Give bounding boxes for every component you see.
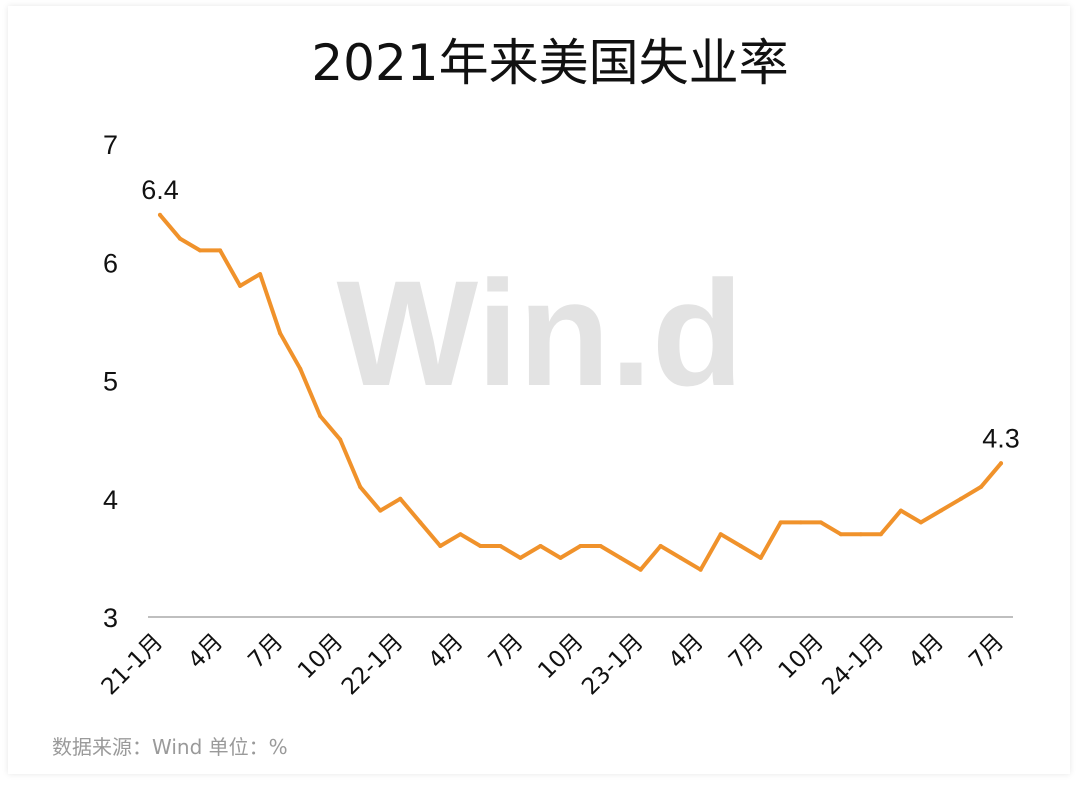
data-point (918, 520, 923, 525)
data-point (238, 283, 243, 288)
data-point (538, 544, 543, 548)
x-tick-label: 24-1月 (818, 629, 890, 701)
x-tick-label: 7月 (484, 629, 529, 674)
data-point (838, 532, 843, 537)
x-tick-label: 10月 (774, 629, 829, 684)
source-note: 数据来源：Wind 单位：% (52, 735, 288, 759)
x-tick-label: 22-1月 (337, 629, 409, 701)
data-point (878, 532, 883, 537)
data-point (959, 496, 963, 501)
y-tick-label: 7 (103, 130, 118, 160)
series-group (158, 212, 1003, 572)
y-tick-label: 6 (103, 248, 118, 278)
data-point (638, 567, 643, 572)
chart-title: 2021年来美国失业率 (311, 34, 788, 92)
data-point (598, 544, 603, 548)
data-point (358, 484, 363, 489)
data-point (898, 508, 903, 513)
data-point (718, 532, 723, 537)
data-label: 4.3 (982, 423, 1020, 453)
chart-card (8, 6, 1070, 774)
y-tick-label: 4 (103, 485, 118, 515)
x-tick-label: 4月 (183, 629, 228, 674)
x-tick-label: 7月 (243, 629, 288, 674)
data-point (298, 366, 303, 371)
data-point (618, 555, 623, 560)
data-labels: 6.4 4.3 (141, 175, 1020, 453)
data-point (318, 414, 323, 418)
data-label: 6.4 (141, 175, 179, 205)
data-point (378, 508, 383, 513)
data-point (558, 555, 563, 560)
data-point (198, 248, 202, 253)
data-point (458, 532, 463, 537)
x-tick-label: 7月 (964, 629, 1009, 674)
data-point (498, 544, 503, 548)
data-point (798, 520, 803, 525)
y-tick-label: 3 (103, 603, 118, 633)
x-tick-label: 4月 (664, 629, 709, 674)
x-tick-label: 10月 (533, 629, 588, 684)
data-point (938, 508, 943, 513)
data-point (738, 544, 743, 548)
data-point (658, 544, 663, 548)
x-tick-label: 10月 (293, 629, 348, 684)
data-point (278, 331, 283, 336)
data-point (178, 236, 182, 241)
data-point (258, 272, 263, 277)
data-point (478, 544, 483, 548)
y-tick-label: 5 (103, 367, 118, 397)
data-point (398, 496, 403, 501)
data-point (218, 248, 223, 253)
x-tick-label: 4月 (424, 629, 469, 674)
data-point (698, 567, 703, 572)
data-point (858, 532, 863, 537)
data-point (418, 520, 423, 525)
data-point (979, 484, 983, 489)
data-point (778, 520, 783, 525)
watermark: Win.d (337, 249, 744, 417)
x-tick-label: 21-1月 (97, 629, 169, 701)
data-point (818, 520, 823, 525)
data-point (158, 212, 162, 217)
data-point (438, 544, 443, 548)
data-point (678, 555, 683, 560)
x-tick-label: 4月 (904, 629, 949, 674)
data-point (578, 544, 583, 548)
data-point (999, 461, 1003, 466)
data-point (338, 437, 343, 442)
y-axis-ticks: 3 4 5 6 7 (103, 130, 118, 633)
x-tick-label: 7月 (724, 629, 769, 674)
data-point (518, 555, 523, 560)
x-tick-label: 23-1月 (577, 629, 649, 701)
data-point (758, 555, 763, 560)
